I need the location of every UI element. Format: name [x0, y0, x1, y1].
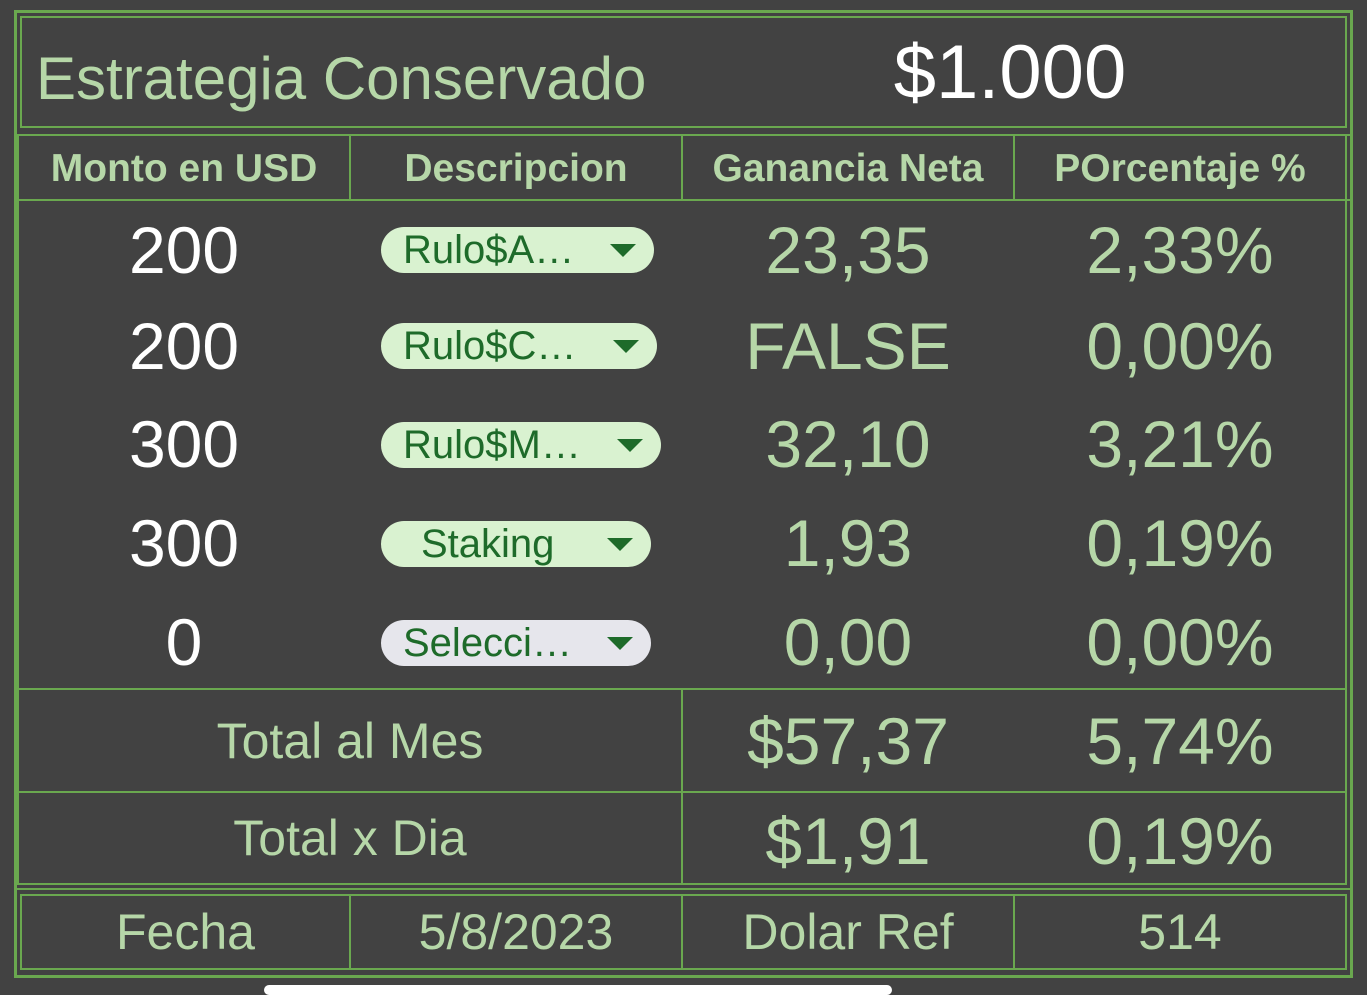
- triangle-down-icon: [613, 339, 639, 353]
- monto-cell[interactable]: 200: [128, 309, 240, 383]
- grid-line: [20, 894, 1347, 896]
- ganancia-cell[interactable]: 23,35: [765, 213, 931, 287]
- ganancia-cell[interactable]: 1,93: [783, 506, 913, 580]
- triangle-down-icon: [607, 636, 633, 650]
- column-header-descripcion[interactable]: Descripcion: [404, 147, 628, 190]
- monto-cell[interactable]: 200: [128, 213, 240, 287]
- grid-line: [1013, 134, 1015, 201]
- fecha-label[interactable]: Fecha: [116, 904, 255, 960]
- grid-line: [14, 10, 17, 978]
- ganancia-cell[interactable]: 32,10: [765, 407, 931, 481]
- description-dropdown[interactable]: Selecci…: [381, 620, 651, 666]
- grid-line: [20, 894, 22, 970]
- grid-line: [1350, 10, 1353, 978]
- grid-line: [17, 134, 1350, 136]
- grid-line: [20, 16, 1347, 18]
- grid-line: [1013, 894, 1015, 970]
- description-dropdown[interactable]: Staking: [381, 521, 651, 567]
- ganancia-cell[interactable]: 0,00: [783, 605, 913, 679]
- grid-line: [681, 688, 683, 884]
- grid-line: [1345, 16, 1347, 128]
- dropdown-label: Rulo$M…: [403, 422, 581, 467]
- dolar-ref-label[interactable]: Dolar Ref: [742, 904, 954, 960]
- scrollbar-handle[interactable]: [264, 985, 892, 995]
- grid-line: [349, 894, 351, 970]
- grid-line: [349, 134, 351, 201]
- monto-cell[interactable]: 300: [128, 506, 240, 580]
- grid-line: [14, 10, 1353, 13]
- dolar-ref-value[interactable]: 514: [1138, 904, 1222, 960]
- grid-line: [17, 134, 19, 884]
- description-dropdown[interactable]: Rulo$C…: [381, 323, 657, 369]
- total-mes-label[interactable]: Total al Mes: [216, 712, 484, 769]
- porcentaje-cell[interactable]: 3,21%: [1086, 407, 1274, 481]
- column-header-ganancia[interactable]: Ganancia Neta: [712, 147, 984, 190]
- ganancia-cell[interactable]: FALSE: [745, 309, 951, 383]
- dropdown-label: Rulo$C…: [403, 323, 577, 368]
- monto-cell[interactable]: 0: [165, 605, 203, 679]
- triangle-down-icon: [607, 537, 633, 551]
- strategy-title[interactable]: Estrategia Conservado: [36, 44, 647, 112]
- grid-line: [681, 134, 683, 201]
- porcentaje-cell[interactable]: 0,19%: [1086, 506, 1274, 580]
- grid-line: [681, 894, 683, 970]
- total-mes-porcentaje[interactable]: 5,74%: [1086, 703, 1274, 778]
- porcentaje-cell[interactable]: 0,00%: [1086, 309, 1274, 383]
- grid-line: [17, 883, 1347, 885]
- fecha-value[interactable]: 5/8/2023: [418, 904, 614, 960]
- grid-line: [20, 16, 22, 128]
- dropdown-label: Staking: [421, 521, 555, 566]
- monto-cell[interactable]: 300: [128, 407, 240, 481]
- description-dropdown[interactable]: Rulo$A…: [381, 227, 654, 273]
- strategy-amount[interactable]: $1.000: [893, 29, 1127, 115]
- total-dia-porcentaje[interactable]: 0,19%: [1086, 804, 1274, 878]
- grid-line: [14, 888, 1353, 890]
- column-header-porcentaje[interactable]: POrcentaje %: [1054, 147, 1306, 190]
- dropdown-label: Rulo$A…: [403, 227, 575, 272]
- grid-line: [20, 968, 1347, 970]
- description-dropdown[interactable]: Rulo$M…: [381, 422, 661, 468]
- column-header-monto[interactable]: Monto en USD: [50, 147, 318, 190]
- grid-line: [14, 975, 1353, 978]
- grid-line: [20, 126, 1347, 128]
- triangle-down-icon: [617, 438, 643, 452]
- total-dia-ganancia[interactable]: $1,91: [765, 804, 931, 878]
- dropdown-label: Selecci…: [403, 620, 572, 665]
- total-mes-ganancia[interactable]: $57,37: [747, 703, 949, 778]
- grid-line: [1345, 134, 1347, 884]
- grid-line: [17, 199, 1350, 201]
- grid-line: [1345, 894, 1347, 970]
- total-dia-label[interactable]: Total x Dia: [233, 810, 467, 866]
- triangle-down-icon: [610, 243, 636, 257]
- porcentaje-cell[interactable]: 2,33%: [1086, 213, 1274, 287]
- porcentaje-cell[interactable]: 0,00%: [1086, 605, 1274, 679]
